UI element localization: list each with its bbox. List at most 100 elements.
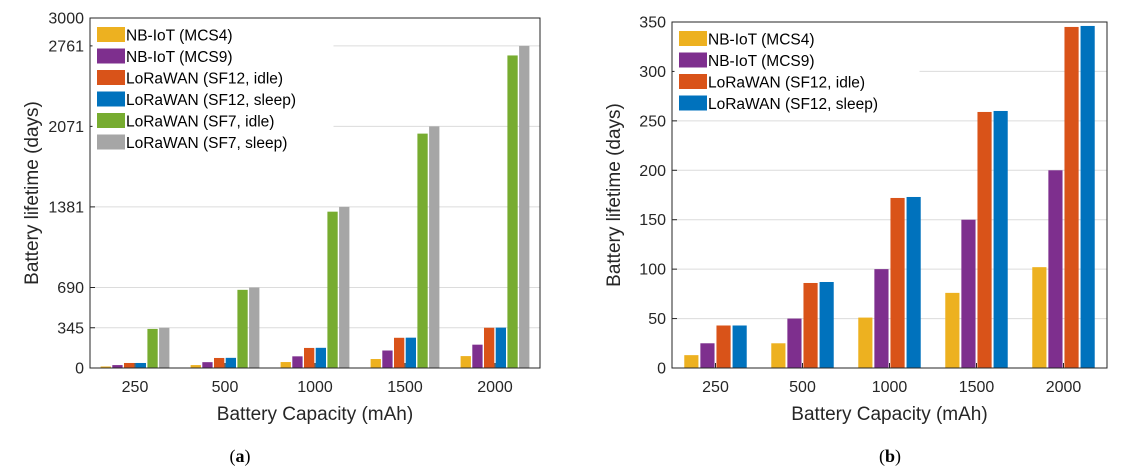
bar-a-3-5 [429, 126, 440, 368]
y-tick-label: 50 [648, 311, 666, 328]
bar-a-0-2 [124, 362, 135, 368]
y-tick-label: 100 [639, 262, 666, 279]
bar-a-1-2 [214, 357, 225, 368]
x-axis-title: Battery Capacity (mAh) [217, 404, 413, 425]
legend-label: LoRaWAN (SF7, idle) [126, 114, 274, 131]
y-tick-label: 200 [639, 163, 666, 180]
bar-b-1-2 [803, 282, 818, 368]
bar-a-0-0 [100, 366, 111, 368]
x-tick-label: 1000 [297, 379, 333, 396]
legend-label: LoRaWAN (SF7, sleep) [126, 135, 287, 152]
bar-a-2-4 [327, 211, 338, 368]
bar-a-1-4 [237, 289, 248, 368]
y-axis-title: Battery lifetime (days) [604, 103, 625, 287]
bar-b-1-0 [771, 343, 786, 368]
legend-label: NB-IoT (MCS4) [708, 32, 815, 49]
bar-b-4-2 [1064, 26, 1079, 368]
bar-a-2-5 [339, 206, 350, 368]
axes-box [89, 17, 541, 369]
bar-chart-b: 0 50 100 150 200 250 300 350 250 500 1000 1500 2000 B… [604, 15, 1108, 425]
bar-b-3-1 [961, 219, 976, 368]
bar-a-0-3 [135, 362, 146, 368]
bar-a-4-5 [519, 45, 530, 369]
bar-b-2-3 [906, 196, 921, 368]
bar-b-0-1 [700, 343, 715, 368]
y-tick-label: 0 [75, 361, 84, 378]
y-tick-label: 2071 [48, 119, 84, 136]
caption-a-label: a [235, 446, 245, 466]
caption-b: (b) [860, 446, 920, 467]
chart-panel-a: 0 345 690 1381 2071 2761 3000 250 500 1000 1500 200… [22, 11, 541, 467]
bar-b-0-3 [732, 325, 747, 368]
caption-a: (a) [210, 446, 270, 467]
bar-b-3-2 [977, 111, 992, 369]
bar-a-3-4 [417, 133, 428, 368]
legend-label: LoRaWAN (SF12, idle) [708, 75, 865, 92]
bar-a-0-4 [147, 328, 158, 368]
x-tick-label: 250 [702, 379, 729, 396]
bar-b-4-0 [1032, 267, 1047, 368]
legend-swatch [679, 52, 707, 68]
legend-label: NB-IoT (MCS9) [126, 49, 233, 66]
caption-b-label: b [884, 446, 895, 466]
bar-a-4-1 [472, 344, 483, 368]
bar-b-2-1 [874, 269, 889, 368]
bar-b-4-1 [1048, 170, 1063, 368]
bar-a-3-3 [405, 337, 416, 368]
x-tick-label: 500 [789, 379, 816, 396]
x-tick-label: 250 [122, 379, 149, 396]
legend-swatch [679, 31, 707, 46]
y-tick-label: 1381 [48, 199, 84, 216]
bar-a-0-1 [112, 365, 123, 368]
bar-chart-a: 0 345 690 1381 2071 2761 3000 250 500 1000 1500 200… [22, 11, 541, 425]
legend-swatch [97, 134, 125, 150]
x-tick-label: 1500 [959, 379, 995, 396]
legend-swatch [97, 27, 125, 42]
legend-swatch [97, 113, 125, 128]
bar-a-1-0 [190, 365, 201, 368]
bar-a-4-4 [507, 55, 518, 368]
x-tick-label: 2000 [1046, 379, 1082, 396]
bar-a-3-1 [382, 350, 393, 368]
bar-b-4-3 [1080, 25, 1095, 369]
legend-swatch [97, 48, 125, 64]
legend-swatch [97, 91, 125, 107]
bar-a-1-5 [249, 287, 260, 368]
bar-a-1-1 [202, 362, 213, 368]
x-tick-label: 1000 [872, 379, 908, 396]
legend-swatch [679, 74, 707, 89]
caption-b-close: ) [895, 446, 901, 466]
bar-a-4-3 [495, 327, 506, 368]
bar-b-1-1 [787, 318, 802, 368]
x-tick-label: 500 [212, 379, 239, 396]
y-tick-label: 2761 [48, 38, 84, 55]
bar-a-3-2 [394, 337, 405, 368]
bar-a-3-0 [370, 359, 381, 368]
bar-b-1-3 [819, 281, 834, 368]
legend-swatch [679, 95, 707, 111]
chart-panel-b: 0 50 100 150 200 250 300 350 250 500 1000 1500 2000 B… [561, 0, 1122, 472]
y-tick-label: 150 [639, 212, 666, 229]
bar-a-0-5 [159, 327, 170, 368]
x-tick-label: 1500 [387, 379, 423, 396]
y-tick-label: 300 [639, 64, 666, 81]
y-tick-label: 350 [639, 15, 666, 32]
legend-box [92, 20, 334, 157]
legend-label: LoRaWAN (SF12, sleep) [126, 92, 296, 109]
y-tick-label: 690 [57, 280, 84, 297]
bar-a-1-3 [225, 357, 236, 368]
bar-b-2-0 [858, 317, 873, 368]
legend-label: LoRaWAN (SF12, idle) [126, 71, 283, 88]
legend-label: NB-IoT (MCS9) [708, 53, 815, 70]
bar-a-2-0 [280, 362, 291, 368]
axes-box [671, 21, 1108, 369]
legend-box [674, 24, 920, 118]
y-tick-label: 0 [657, 361, 666, 378]
bar-b-3-0 [945, 292, 960, 368]
y-tick-label: 3000 [48, 11, 84, 28]
bar-a-4-0 [460, 356, 471, 368]
legend-label: NB-IoT (MCS4) [126, 28, 233, 45]
bar-a-4-2 [484, 327, 495, 368]
bar-b-0-2 [716, 325, 731, 368]
x-tick-label: 2000 [477, 379, 513, 396]
